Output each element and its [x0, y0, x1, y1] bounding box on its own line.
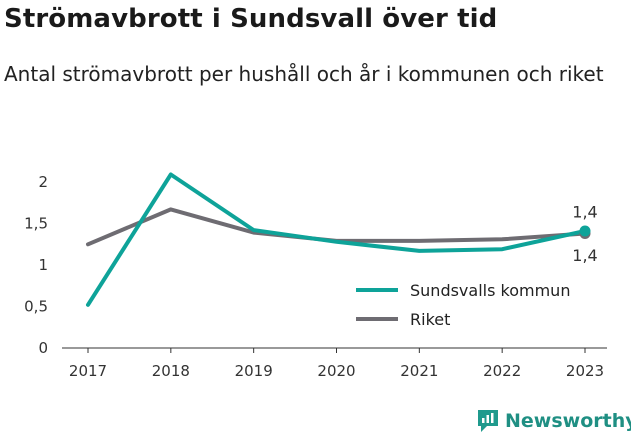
legend-label: Sundsvalls kommun: [410, 281, 570, 300]
x-tick-label: 2017: [69, 362, 107, 380]
chart-title: Strömavbrott i Sundsvall över tid: [4, 4, 498, 34]
x-tick-label: 2020: [317, 362, 355, 380]
newsworthy-logo: Newsworthy: [476, 408, 631, 434]
series-line-riket: [86, 207, 587, 247]
x-tick-label: 2021: [400, 362, 438, 380]
chart-subtitle: Antal strömavbrott per hushåll och år i …: [4, 62, 604, 86]
legend-label: Riket: [410, 310, 450, 329]
newsworthy-logo-text: Newsworthy: [505, 410, 631, 432]
y-tick-label: 2: [38, 173, 48, 191]
data-label: 1,4: [572, 202, 597, 221]
newsworthy-logo-icon: [478, 410, 498, 432]
x-tick-label: 2019: [235, 362, 273, 380]
x-tick-label: 2022: [483, 362, 521, 380]
y-tick-label: 1,5: [24, 215, 48, 233]
series-line-sundsvalls-kommun: [86, 172, 587, 307]
y-tick-label: 0,5: [24, 298, 48, 316]
x-tick-label: 2023: [566, 362, 604, 380]
data-label: 1,4: [572, 246, 597, 265]
line-chart: 0 0,5 1 1,5 2 2017 2018 2019 2020 2021 2022 2023 1,4…: [24, 172, 607, 380]
series-end-point: [579, 225, 591, 237]
y-tick-label: 0: [38, 339, 48, 357]
y-tick-label: 1: [38, 256, 48, 274]
x-tick-label: 2018: [152, 362, 190, 380]
